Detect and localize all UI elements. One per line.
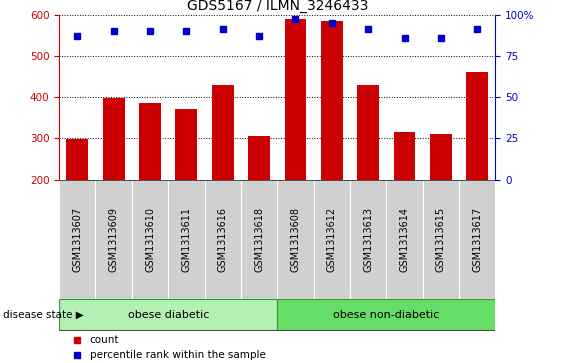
Text: count: count xyxy=(90,335,119,345)
Text: disease state ▶: disease state ▶ xyxy=(3,310,83,320)
Bar xyxy=(66,139,88,180)
Bar xyxy=(248,136,270,180)
Bar xyxy=(103,98,124,180)
Bar xyxy=(176,110,197,180)
Bar xyxy=(204,180,241,299)
Text: GSM1313610: GSM1313610 xyxy=(145,207,155,272)
Text: percentile rank within the sample: percentile rank within the sample xyxy=(90,350,266,360)
Text: GSM1313618: GSM1313618 xyxy=(254,207,264,272)
Bar xyxy=(430,134,452,180)
Bar xyxy=(314,180,350,299)
Bar xyxy=(358,85,379,180)
Bar xyxy=(132,180,168,299)
Bar xyxy=(423,180,459,299)
Text: obese diabetic: obese diabetic xyxy=(127,310,209,320)
Text: GSM1313613: GSM1313613 xyxy=(363,207,373,272)
Title: GDS5167 / ILMN_3246433: GDS5167 / ILMN_3246433 xyxy=(186,0,368,13)
Bar xyxy=(212,85,234,180)
Bar xyxy=(394,132,415,180)
Bar xyxy=(168,180,204,299)
Text: GSM1313617: GSM1313617 xyxy=(472,207,482,272)
Bar xyxy=(350,180,386,299)
Text: GSM1313614: GSM1313614 xyxy=(400,207,409,272)
Bar xyxy=(459,180,495,299)
Text: GSM1313615: GSM1313615 xyxy=(436,207,446,272)
Text: GSM1313608: GSM1313608 xyxy=(291,207,301,272)
Text: GSM1313609: GSM1313609 xyxy=(109,207,119,272)
Bar xyxy=(278,299,495,330)
Text: GSM1313616: GSM1313616 xyxy=(218,207,228,272)
Text: GSM1313607: GSM1313607 xyxy=(72,207,82,272)
Bar xyxy=(284,19,306,180)
Bar xyxy=(386,180,423,299)
Text: GSM1313611: GSM1313611 xyxy=(181,207,191,272)
Bar xyxy=(96,180,132,299)
Bar xyxy=(278,180,314,299)
Bar xyxy=(321,21,343,180)
Bar xyxy=(59,299,277,330)
Text: obese non-diabetic: obese non-diabetic xyxy=(333,310,440,320)
Bar xyxy=(241,180,277,299)
Bar xyxy=(466,72,488,180)
Text: GSM1313612: GSM1313612 xyxy=(327,207,337,272)
Bar xyxy=(59,180,96,299)
Bar xyxy=(139,103,161,180)
